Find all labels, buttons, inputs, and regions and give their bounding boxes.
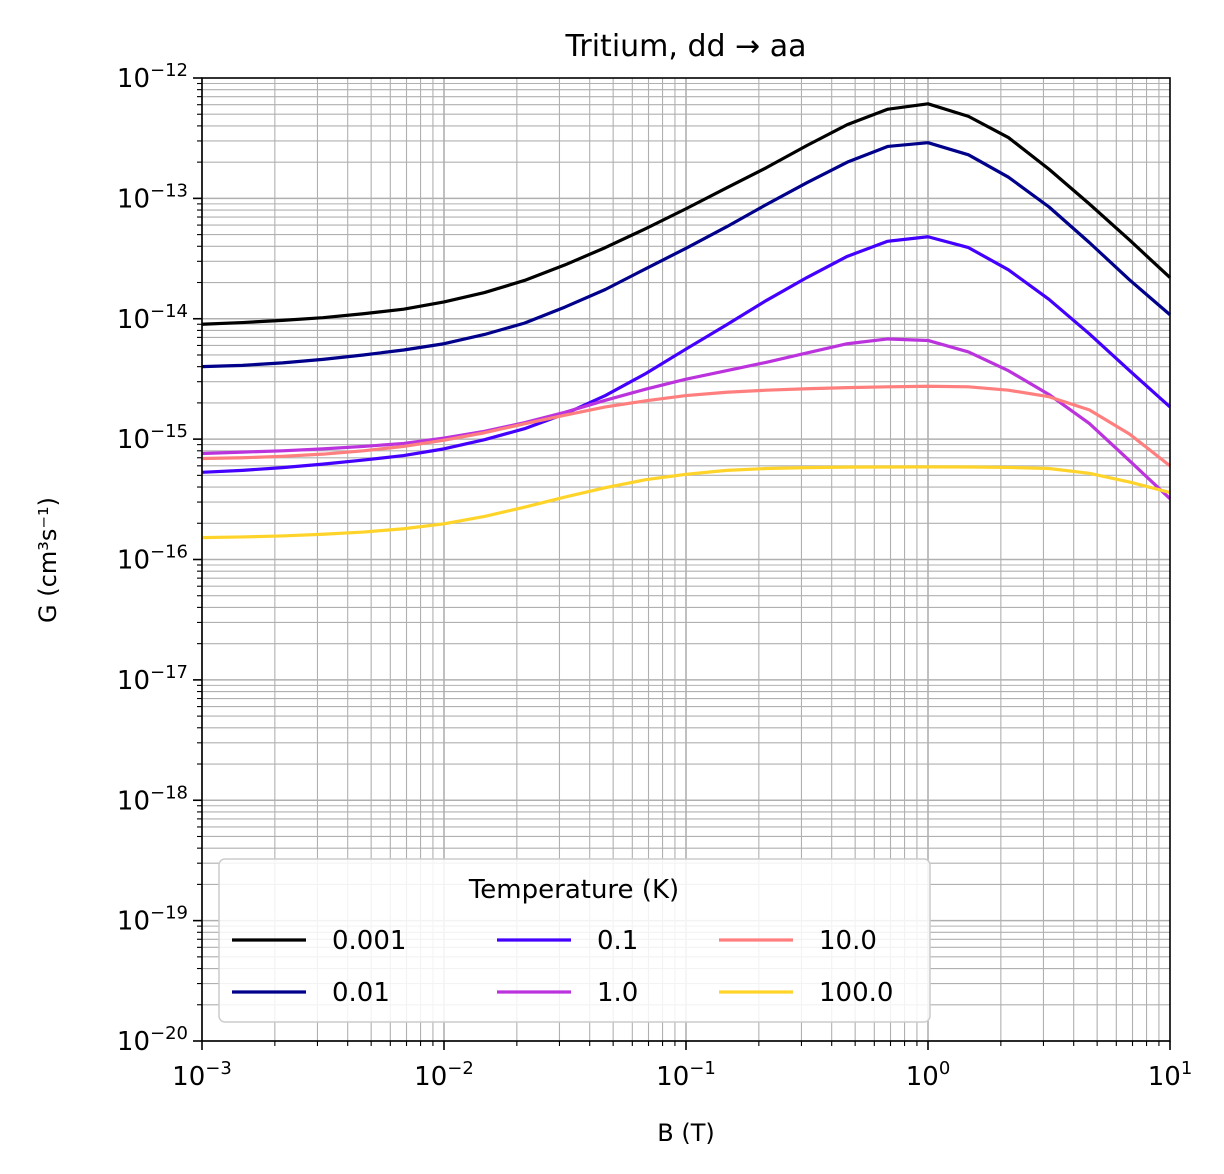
y-tick-label: 10−12 (117, 60, 188, 94)
series-line-100.0 (201, 465, 1171, 540)
tick-exponent: −19 (150, 903, 188, 924)
y-tick-label: 10−19 (117, 903, 188, 937)
y-tick-label: 10−15 (117, 421, 188, 455)
tick-base: 10 (906, 1062, 939, 1092)
tick-exponent: −13 (150, 180, 188, 201)
x-axis-label: B (T) (657, 1119, 714, 1147)
ticks (193, 77, 1171, 1050)
tick-exponent: 0 (939, 1058, 950, 1079)
series-group (201, 102, 1172, 540)
legend-label-1.0: 1.0 (597, 978, 638, 1008)
chart-title: Tritium, dd → aa (564, 29, 806, 64)
tick-exponent: −16 (150, 542, 188, 563)
tick-base: 10 (117, 305, 150, 335)
tick-base: 10 (117, 184, 150, 214)
tick-base: 10 (656, 1062, 689, 1092)
tick-exponent: −3 (205, 1058, 232, 1079)
legend-title: Temperature (K) (468, 875, 679, 905)
y-tick-label: 10−16 (117, 542, 188, 576)
tick-exponent: −20 (150, 1023, 188, 1044)
tick-base: 10 (117, 907, 150, 937)
tick-base: 10 (117, 64, 150, 94)
y-axis-label: G (cm³s⁻¹) (34, 497, 62, 623)
y-tick-labels: 10−2010−1910−1810−1710−1610−1510−1410−13… (117, 60, 188, 1057)
x-tick-label: 10−2 (414, 1058, 474, 1092)
legend-label-0.01: 0.01 (332, 978, 390, 1008)
x-tick-labels: 10−3 10−2 10−1 100 101 (172, 1058, 1192, 1092)
tick-base: 10 (117, 666, 150, 696)
tick-base: 10 (117, 546, 150, 576)
series-line-0.001 (201, 102, 1172, 326)
y-tick-label: 10−13 (117, 180, 188, 214)
x-tick-label: 101 (1148, 1058, 1193, 1092)
tick-exponent: −2 (447, 1058, 474, 1079)
y-tick-label: 10−20 (117, 1023, 188, 1057)
legend-box (218, 858, 931, 1023)
x-tick-label: 10−3 (172, 1058, 232, 1092)
series-line-10.0 (201, 384, 1171, 468)
tick-base: 10 (172, 1062, 205, 1092)
tick-exponent: −1 (689, 1058, 716, 1079)
legend-label-100.0: 100.0 (819, 978, 893, 1008)
y-tick-label: 10−17 (117, 662, 188, 696)
y-tick-label: 10−14 (117, 301, 188, 335)
series-line-0.01 (201, 141, 1172, 369)
legend-label-0.1: 0.1 (597, 926, 638, 956)
tick-base: 10 (117, 786, 150, 816)
legend-label-0.001: 0.001 (332, 926, 406, 956)
tick-exponent: −15 (150, 421, 188, 442)
x-tick-label: 10−1 (656, 1058, 716, 1092)
tick-base: 10 (117, 425, 150, 455)
tick-exponent: 1 (1181, 1058, 1192, 1079)
tick-exponent: −14 (150, 301, 188, 322)
series-line-1.0 (201, 337, 1172, 500)
tick-base: 10 (117, 1027, 150, 1057)
series-line-0.1 (201, 235, 1172, 474)
tick-base: 10 (414, 1062, 447, 1092)
tick-exponent: −12 (150, 60, 188, 81)
legend-label-10.0: 10.0 (819, 926, 877, 956)
legend-entries: 0.001 0.01 0.1 1.0 10.0 100.0 (232, 926, 893, 1008)
tick-exponent: −18 (150, 782, 188, 803)
legend: Temperature (K) 0.001 0.01 0.1 1.0 10.0 100.0 (218, 858, 931, 1023)
tick-exponent: −17 (150, 662, 188, 683)
x-tick-label: 100 (906, 1058, 951, 1092)
tick-base: 10 (1148, 1062, 1181, 1092)
y-tick-label: 10−18 (117, 782, 188, 816)
